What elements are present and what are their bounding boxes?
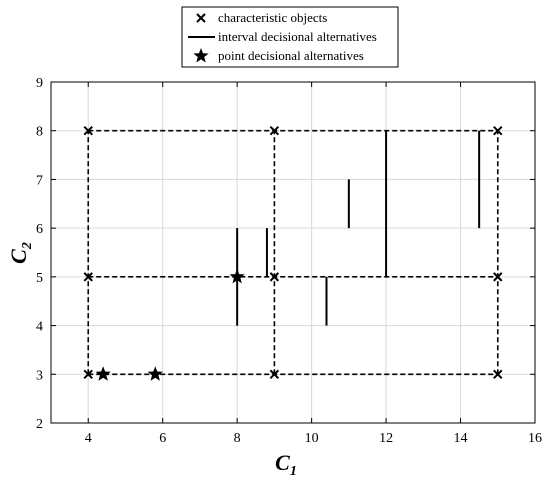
legend-label-point-alternatives: point decisional alternatives: [218, 48, 364, 63]
point-alternative-star: [147, 366, 163, 381]
characteristic-object-marker: [83, 272, 93, 282]
marker-stroke: [83, 272, 93, 282]
legend-label-interval-alternatives: interval decisional alternatives: [218, 29, 377, 44]
characteristic-object-marker: [493, 126, 503, 136]
characteristic-object-markers: [83, 126, 503, 379]
y-tick-label: 2: [36, 417, 43, 432]
x-axis-label-sub: 1: [290, 464, 297, 479]
axes-border: [50, 81, 536, 424]
legend-marker-x-icon: [196, 13, 206, 23]
plot-grid: [51, 81, 536, 424]
y-tick-label: 5: [36, 271, 43, 286]
characteristic-object-marker: [269, 126, 280, 136]
x-tick-label: 12: [379, 431, 393, 446]
characteristic-object-marker: [493, 369, 503, 379]
y-tick-label: 6: [36, 222, 43, 237]
characteristic-object-marker: [269, 369, 280, 379]
y-tick-label: 8: [36, 125, 43, 140]
legend: characteristic objects interval decision…: [181, 6, 399, 68]
legend-label-characteristic-objects: characteristic objects: [218, 10, 327, 25]
x-tick-label: 14: [454, 431, 468, 446]
axes-frame: [50, 81, 536, 424]
x-axis-label: C1: [275, 450, 297, 479]
characteristic-object-marker: [269, 272, 280, 282]
characteristic-object-marker: [83, 126, 93, 136]
axis-ticks: 4 6 8 10 12 14 16 2 3 4 5 6 7 8 9: [36, 76, 542, 446]
y-axis-label: C2: [6, 242, 35, 264]
x-tick-label: 16: [528, 431, 542, 446]
x-axis-label-main: C: [275, 450, 290, 475]
y-axis-label-main: C: [6, 249, 31, 264]
marker-stroke: [269, 369, 280, 379]
x-tick-label: 8: [234, 431, 241, 446]
characteristic-object-dashed-lines: [87, 129, 499, 376]
y-axis-label-sub: 2: [20, 242, 35, 250]
x-tick-label: 4: [85, 431, 92, 446]
y-tick-label: 3: [36, 368, 43, 383]
marker-stroke: [83, 126, 93, 136]
characteristic-object-marker: [83, 369, 93, 379]
marker-stroke: [493, 369, 503, 379]
marker-stroke: [269, 126, 280, 136]
y-tick-label: 4: [36, 320, 43, 335]
point-alternative-star: [95, 366, 111, 381]
characteristic-object-marker: [493, 272, 503, 282]
y-tick-label: 9: [36, 76, 43, 91]
interval-alternatives: [236, 130, 481, 326]
y-tick-label: 7: [36, 173, 43, 188]
marker-stroke: [493, 272, 503, 282]
marker-stroke: [493, 126, 503, 136]
legend-box: [181, 6, 399, 68]
point-alternative-star: [229, 268, 245, 284]
marker-stroke: [83, 369, 93, 379]
x-tick-label: 10: [305, 431, 319, 446]
point-alternative-markers: [95, 268, 245, 381]
legend-marker-star-icon: [193, 48, 209, 63]
marker-stroke: [269, 272, 280, 282]
x-tick-label: 6: [159, 431, 166, 446]
